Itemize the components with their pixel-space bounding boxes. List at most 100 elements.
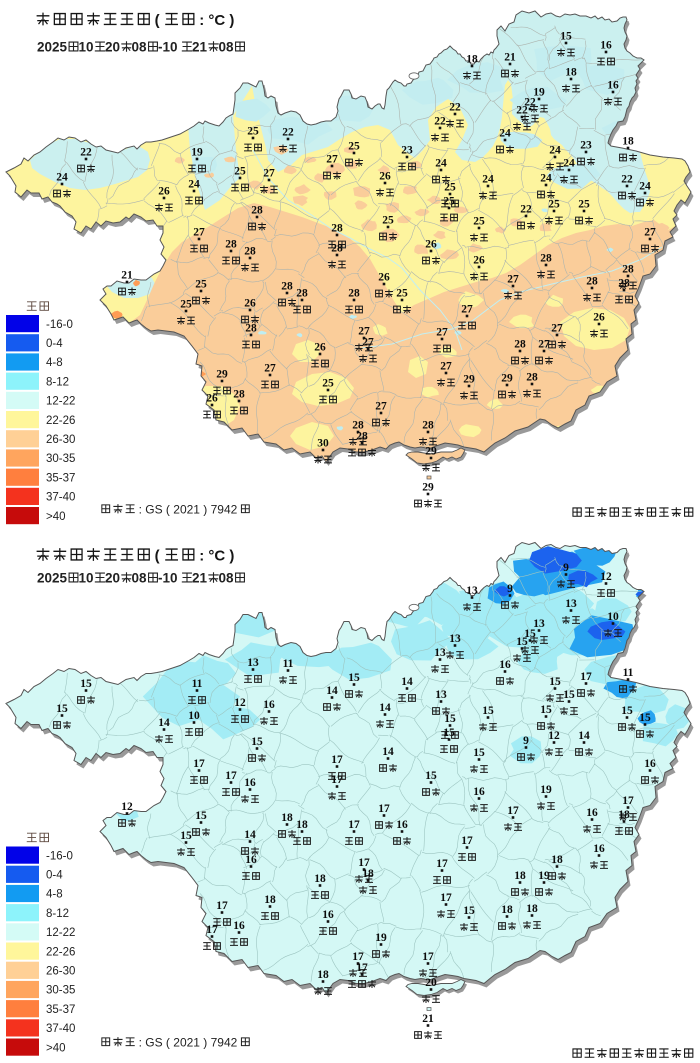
svg-text:08: 08	[132, 39, 148, 54]
svg-text:21: 21	[192, 39, 208, 54]
svg-text:22: 22	[524, 97, 536, 109]
svg-text:>40: >40	[46, 1042, 66, 1054]
svg-text:20: 20	[105, 39, 120, 54]
svg-text:22: 22	[449, 102, 461, 114]
svg-text:28: 28	[331, 243, 343, 255]
svg-text:11: 11	[192, 678, 203, 690]
svg-text:26: 26	[593, 312, 605, 324]
svg-text:16: 16	[322, 909, 334, 921]
svg-text:18: 18	[314, 873, 326, 885]
svg-text:27: 27	[461, 304, 473, 316]
svg-text:25: 25	[234, 166, 246, 178]
svg-text:13: 13	[434, 647, 446, 659]
svg-text:10: 10	[188, 710, 200, 722]
svg-text:37-40: 37-40	[46, 492, 75, 504]
svg-text:17: 17	[206, 924, 218, 936]
svg-text:27: 27	[264, 363, 276, 375]
svg-text:08: 08	[219, 39, 235, 54]
svg-text:21: 21	[504, 52, 516, 64]
svg-text:17: 17	[352, 951, 364, 963]
svg-text:13: 13	[565, 598, 577, 610]
svg-text:28: 28	[356, 431, 368, 443]
svg-text:15: 15	[251, 736, 263, 748]
svg-text:19: 19	[540, 784, 552, 796]
svg-text:22: 22	[80, 147, 92, 159]
svg-text:24: 24	[499, 128, 511, 140]
svg-text:17: 17	[440, 892, 452, 904]
svg-text:24: 24	[540, 173, 552, 185]
svg-text:16: 16	[499, 659, 511, 671]
svg-text:17: 17	[356, 962, 368, 974]
svg-text:28: 28	[514, 339, 526, 351]
svg-text:17: 17	[348, 819, 360, 831]
svg-text:18: 18	[565, 67, 577, 79]
svg-text:14: 14	[326, 685, 338, 697]
svg-text:26: 26	[378, 272, 390, 284]
svg-text:28: 28	[244, 246, 256, 258]
svg-text:22: 22	[282, 127, 294, 139]
svg-text:28: 28	[245, 323, 257, 335]
svg-text:17: 17	[436, 858, 448, 870]
svg-text:25: 25	[444, 182, 456, 194]
svg-text:35-37: 35-37	[46, 472, 75, 484]
svg-text:15: 15	[80, 678, 92, 690]
svg-text:17: 17	[378, 803, 390, 815]
svg-text:27: 27	[362, 337, 374, 349]
svg-text:25: 25	[443, 196, 455, 208]
svg-text:27: 27	[358, 326, 370, 338]
svg-text:8-12: 8-12	[46, 908, 69, 920]
svg-text:25: 25	[382, 215, 394, 227]
svg-text:15: 15	[425, 770, 437, 782]
svg-text:27: 27	[507, 274, 519, 286]
svg-text:14: 14	[578, 730, 590, 742]
svg-text:29: 29	[216, 369, 228, 381]
svg-text:18: 18	[281, 812, 293, 824]
svg-text:27: 27	[326, 154, 338, 166]
svg-text:22-26: 22-26	[46, 415, 75, 427]
svg-text:30-35: 30-35	[46, 985, 75, 997]
svg-text:18: 18	[264, 894, 276, 906]
svg-text:25: 25	[322, 378, 334, 390]
svg-text:18: 18	[362, 868, 374, 880]
svg-text:25: 25	[348, 141, 360, 153]
svg-text:08: 08	[132, 570, 148, 585]
svg-text:17: 17	[461, 835, 473, 847]
svg-text:17: 17	[358, 857, 370, 869]
svg-text:24: 24	[639, 181, 651, 193]
svg-text:9: 9	[563, 562, 569, 574]
svg-text:26: 26	[379, 171, 391, 183]
svg-text:12: 12	[234, 697, 246, 709]
svg-text:27: 27	[375, 401, 387, 413]
svg-text:28: 28	[281, 281, 293, 293]
svg-text:26-30: 26-30	[46, 966, 75, 978]
svg-text:26: 26	[314, 342, 326, 354]
svg-text:26: 26	[206, 393, 218, 405]
svg-text:19: 19	[191, 147, 203, 159]
svg-text:15: 15	[348, 672, 360, 684]
svg-text:29: 29	[425, 446, 437, 458]
svg-text:15: 15	[443, 727, 455, 739]
svg-text:13: 13	[449, 633, 461, 645]
svg-text:26-30: 26-30	[46, 434, 75, 446]
svg-text:14: 14	[158, 717, 170, 729]
svg-text:10: 10	[79, 39, 94, 54]
svg-text:13: 13	[435, 689, 447, 701]
svg-text:14: 14	[379, 702, 391, 714]
svg-text:12: 12	[121, 801, 133, 813]
svg-text:16: 16	[263, 699, 275, 711]
svg-text:20: 20	[105, 570, 120, 585]
svg-text:15: 15	[482, 705, 494, 717]
svg-text:15: 15	[549, 676, 561, 688]
svg-text:10: 10	[79, 570, 94, 585]
svg-text:21: 21	[422, 1013, 434, 1025]
svg-text:29: 29	[422, 482, 434, 494]
svg-text:11: 11	[623, 667, 634, 679]
svg-text:10: 10	[607, 611, 619, 623]
svg-text:15: 15	[56, 703, 68, 715]
svg-text:18: 18	[501, 904, 513, 916]
svg-text:26: 26	[244, 298, 256, 310]
svg-text:13: 13	[533, 618, 545, 630]
svg-text:16: 16	[244, 777, 256, 789]
svg-text:28: 28	[586, 276, 598, 288]
svg-text:9: 9	[523, 735, 529, 747]
